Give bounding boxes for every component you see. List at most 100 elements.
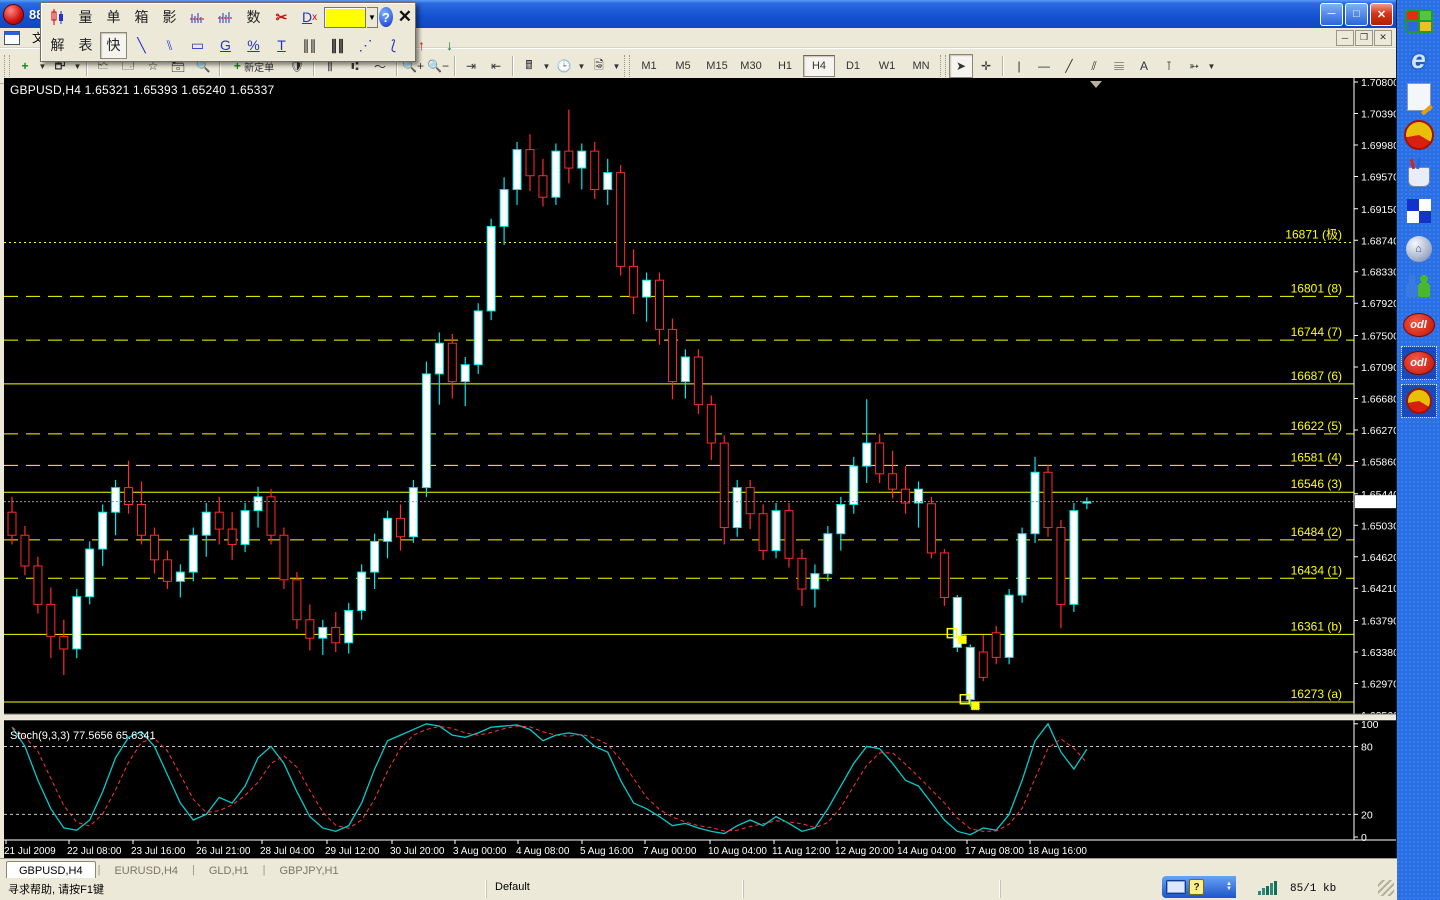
wordpad-icon[interactable] (1402, 81, 1436, 113)
odl-icon[interactable]: odl (1402, 309, 1436, 341)
zoom-out-button[interactable]: 🔍− (427, 59, 449, 73)
color-picker-dropdown[interactable]: ▼ (366, 6, 379, 28)
profiles-dropdown[interactable]: ▼ (73, 61, 82, 71)
chart-area[interactable]: 16871 (极) 16801 (8) 16744 (7) 16687 (6) 1662… (4, 77, 1399, 858)
table-button[interactable]: 表 (78, 37, 93, 53)
chart-tab-gbpusd-h4[interactable]: GBPUSD,H4 (6, 861, 96, 879)
swirl-icon-selected[interactable] (1400, 384, 1437, 418)
navigator-button[interactable]: ☆ (147, 59, 159, 73)
help-button[interactable]: ? (379, 7, 393, 27)
quick-button[interactable]: 快 (100, 31, 127, 59)
candle-pattern-icon[interactable] (44, 4, 71, 31)
expert-advisors-button[interactable]: 🛡 (289, 59, 305, 73)
fibonacci-button[interactable]: 𝄙 (1114, 58, 1124, 73)
arrows-button[interactable]: ➳ (1188, 59, 1200, 73)
toolbar-grip[interactable] (4, 55, 10, 77)
percent-line-icon[interactable]: % (247, 37, 260, 53)
order-button[interactable]: 单 (106, 9, 121, 25)
parallel-lines-icon[interactable]: ⑊ (165, 37, 174, 53)
terminal-button[interactable]: 🗃 (170, 59, 186, 73)
new-chart-button[interactable]: + (21, 59, 29, 73)
toolbar-close-icon[interactable]: ✕ (397, 7, 412, 26)
color-picker-swatch[interactable] (324, 6, 366, 28)
vertical-lines-icon[interactable]: ∥∥ (302, 36, 317, 53)
chart-tab-gld-h1[interactable]: GLD,H1 (208, 865, 249, 877)
ime-help-icon[interactable]: ? (1189, 879, 1204, 895)
number-button[interactable]: 数 (246, 9, 261, 25)
timeframe-m30-button[interactable]: M30 (740, 60, 762, 72)
histogram-icon[interactable] (184, 4, 211, 31)
odl-icon-selected[interactable]: odl (1400, 346, 1437, 380)
timeframe-m15-button[interactable]: M15 (706, 60, 728, 72)
channel-button[interactable]: ⫽ (1091, 58, 1097, 73)
crosshair-button[interactable]: ✛ (980, 59, 992, 73)
child-close-button[interactable]: ✕ (1374, 29, 1392, 46)
new-order-button[interactable]: + 新定单 (233, 59, 275, 74)
arrows-dropdown[interactable]: ▼ (1207, 61, 1216, 71)
language-bar-arrows[interactable]: ▲ ▼ (1226, 881, 1232, 892)
toolbar-grip[interactable] (940, 55, 946, 77)
line-chart-button[interactable]: 〜 (373, 59, 386, 74)
timeframe-h1-button[interactable]: H1 (777, 60, 793, 72)
paint-icon[interactable] (1402, 157, 1436, 189)
down-arrow-icon[interactable]: ↓ (446, 37, 453, 53)
msn-icon[interactable] (1402, 271, 1436, 303)
text-label-button[interactable]: ⊺ (1165, 59, 1173, 73)
box-button[interactable]: 箱 (134, 9, 149, 25)
templates-button[interactable]: 🗟 (594, 57, 604, 72)
timeframe-d1-button[interactable]: D1 (845, 60, 861, 72)
swirl-icon[interactable] (1402, 119, 1436, 151)
text-button[interactable]: A (1139, 59, 1148, 73)
child-minimize-button[interactable]: ─ (1336, 29, 1354, 46)
analyze-button[interactable]: 解 (50, 37, 65, 53)
rays-icon[interactable]: ⟅ (390, 36, 397, 53)
minimize-button[interactable]: ─ (1320, 2, 1343, 26)
gann-line-icon[interactable]: G (220, 37, 231, 53)
up-arrow-icon[interactable]: ↑ (418, 37, 425, 53)
windows-logo-icon[interactable] (1402, 5, 1436, 37)
horizontal-line-button[interactable]: — (1038, 59, 1050, 73)
timeframe-w1-button[interactable]: W1 (878, 60, 896, 72)
profiles-button[interactable]: 🗗 (54, 57, 66, 72)
templates-dropdown[interactable]: ▼ (612, 61, 621, 71)
trendline-button[interactable]: ╱ (1065, 59, 1073, 73)
indicators-button[interactable]: 🖩 (525, 57, 533, 72)
histogram2-icon[interactable] (212, 4, 239, 31)
diagonal-line-icon[interactable]: ╲ (137, 36, 146, 53)
fan-lines-icon[interactable]: ⋰ (358, 36, 373, 53)
zoom-in-button[interactable]: 🔍+ (402, 59, 424, 73)
toolbar-grip[interactable] (624, 55, 630, 77)
resize-grip[interactable] (1378, 880, 1394, 896)
vertical-line-button[interactable]: | (1017, 59, 1021, 73)
shadow-button[interactable]: 影 (162, 9, 177, 25)
timeframe-mn-button[interactable]: MN (912, 60, 930, 72)
strategy-tester-button[interactable]: 🔍 (195, 59, 211, 73)
text-line-icon[interactable]: T (277, 37, 286, 53)
child-restore-button[interactable]: ❐ (1355, 29, 1373, 46)
globe-icon[interactable]: ⌂ (1402, 233, 1436, 265)
delete-objects-icon[interactable]: ✂ (275, 8, 288, 25)
new-chart-dropdown[interactable]: ▼ (38, 61, 47, 71)
timeframe-m5-button[interactable]: M5 (675, 60, 691, 72)
chart-canvas[interactable]: 16871 (极) 16801 (8) 16744 (7) 16687 (6) 1662… (4, 77, 1399, 858)
bar-chart-button[interactable]: ⫼ (327, 58, 333, 73)
volume-button[interactable]: 量 (78, 9, 93, 25)
timeframe-h4-button[interactable]: H4 (803, 55, 835, 77)
candlestick-button[interactable]: ⑆ (351, 59, 359, 73)
checkers-icon[interactable] (1402, 195, 1436, 227)
chart-tab-gbpjpy-h1[interactable]: GBPJPY,H1 (279, 865, 339, 877)
ie-icon[interactable]: e (1411, 43, 1426, 74)
vertical-lines-bold-icon[interactable]: ∥∥ (330, 36, 345, 53)
keyboard-icon[interactable] (1166, 880, 1186, 894)
periods-dropdown[interactable]: ▼ (577, 61, 586, 71)
language-bar[interactable]: ? ▲ ▼ (1162, 876, 1236, 898)
maximize-button[interactable]: □ (1345, 2, 1368, 26)
chart-shift-button[interactable]: ⇤ (490, 59, 502, 73)
indicators-dropdown[interactable]: ▼ (542, 61, 551, 71)
auto-scroll-button[interactable]: ⇥ (465, 59, 477, 73)
chart-tab-eurusd-h4[interactable]: EURUSD,H4 (114, 865, 179, 877)
close-button[interactable]: ✕ (1370, 2, 1393, 26)
periods-button[interactable]: 🕒 (556, 59, 572, 73)
rectangle-icon[interactable]: ▭ (190, 36, 205, 53)
